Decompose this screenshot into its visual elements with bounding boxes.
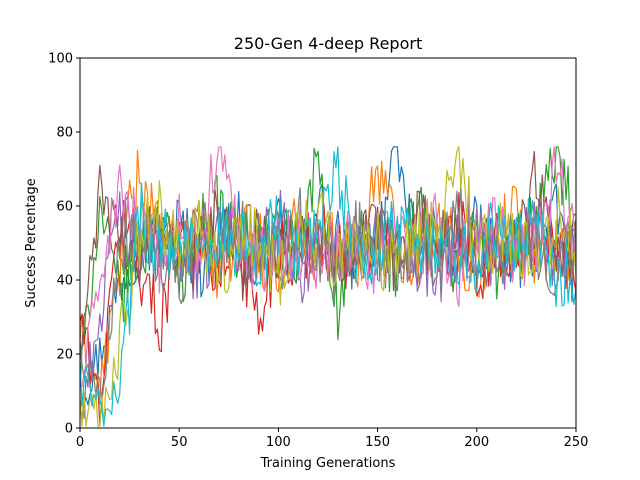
x-tick-label: 100 [266, 435, 291, 450]
y-tick-label: 100 [48, 52, 73, 67]
series-line-10 [80, 146, 576, 427]
x-axis-label: Training Generations [260, 456, 396, 471]
plot-frame [79, 57, 577, 429]
x-tick-label: 250 [564, 435, 589, 450]
series-layer [80, 146, 576, 427]
x-axis: 0 50 100 150 200 250 [76, 428, 589, 450]
x-tick-label: 150 [365, 435, 390, 450]
y-tick-label: 80 [56, 126, 73, 141]
y-axis-label: Success Percentage [24, 178, 39, 308]
x-tick-label: 50 [171, 435, 188, 450]
y-tick-label: 60 [56, 200, 73, 215]
y-tick-label: 40 [56, 274, 73, 289]
x-tick-label: 200 [464, 435, 489, 450]
chart-title: 250-Gen 4-deep Report [234, 34, 422, 53]
series-line-9 [80, 146, 576, 427]
y-tick-label: 20 [56, 348, 73, 363]
x-tick-label: 0 [76, 435, 84, 450]
y-tick-label: 0 [65, 422, 73, 437]
y-axis: 0 20 40 60 80 100 [48, 52, 80, 437]
